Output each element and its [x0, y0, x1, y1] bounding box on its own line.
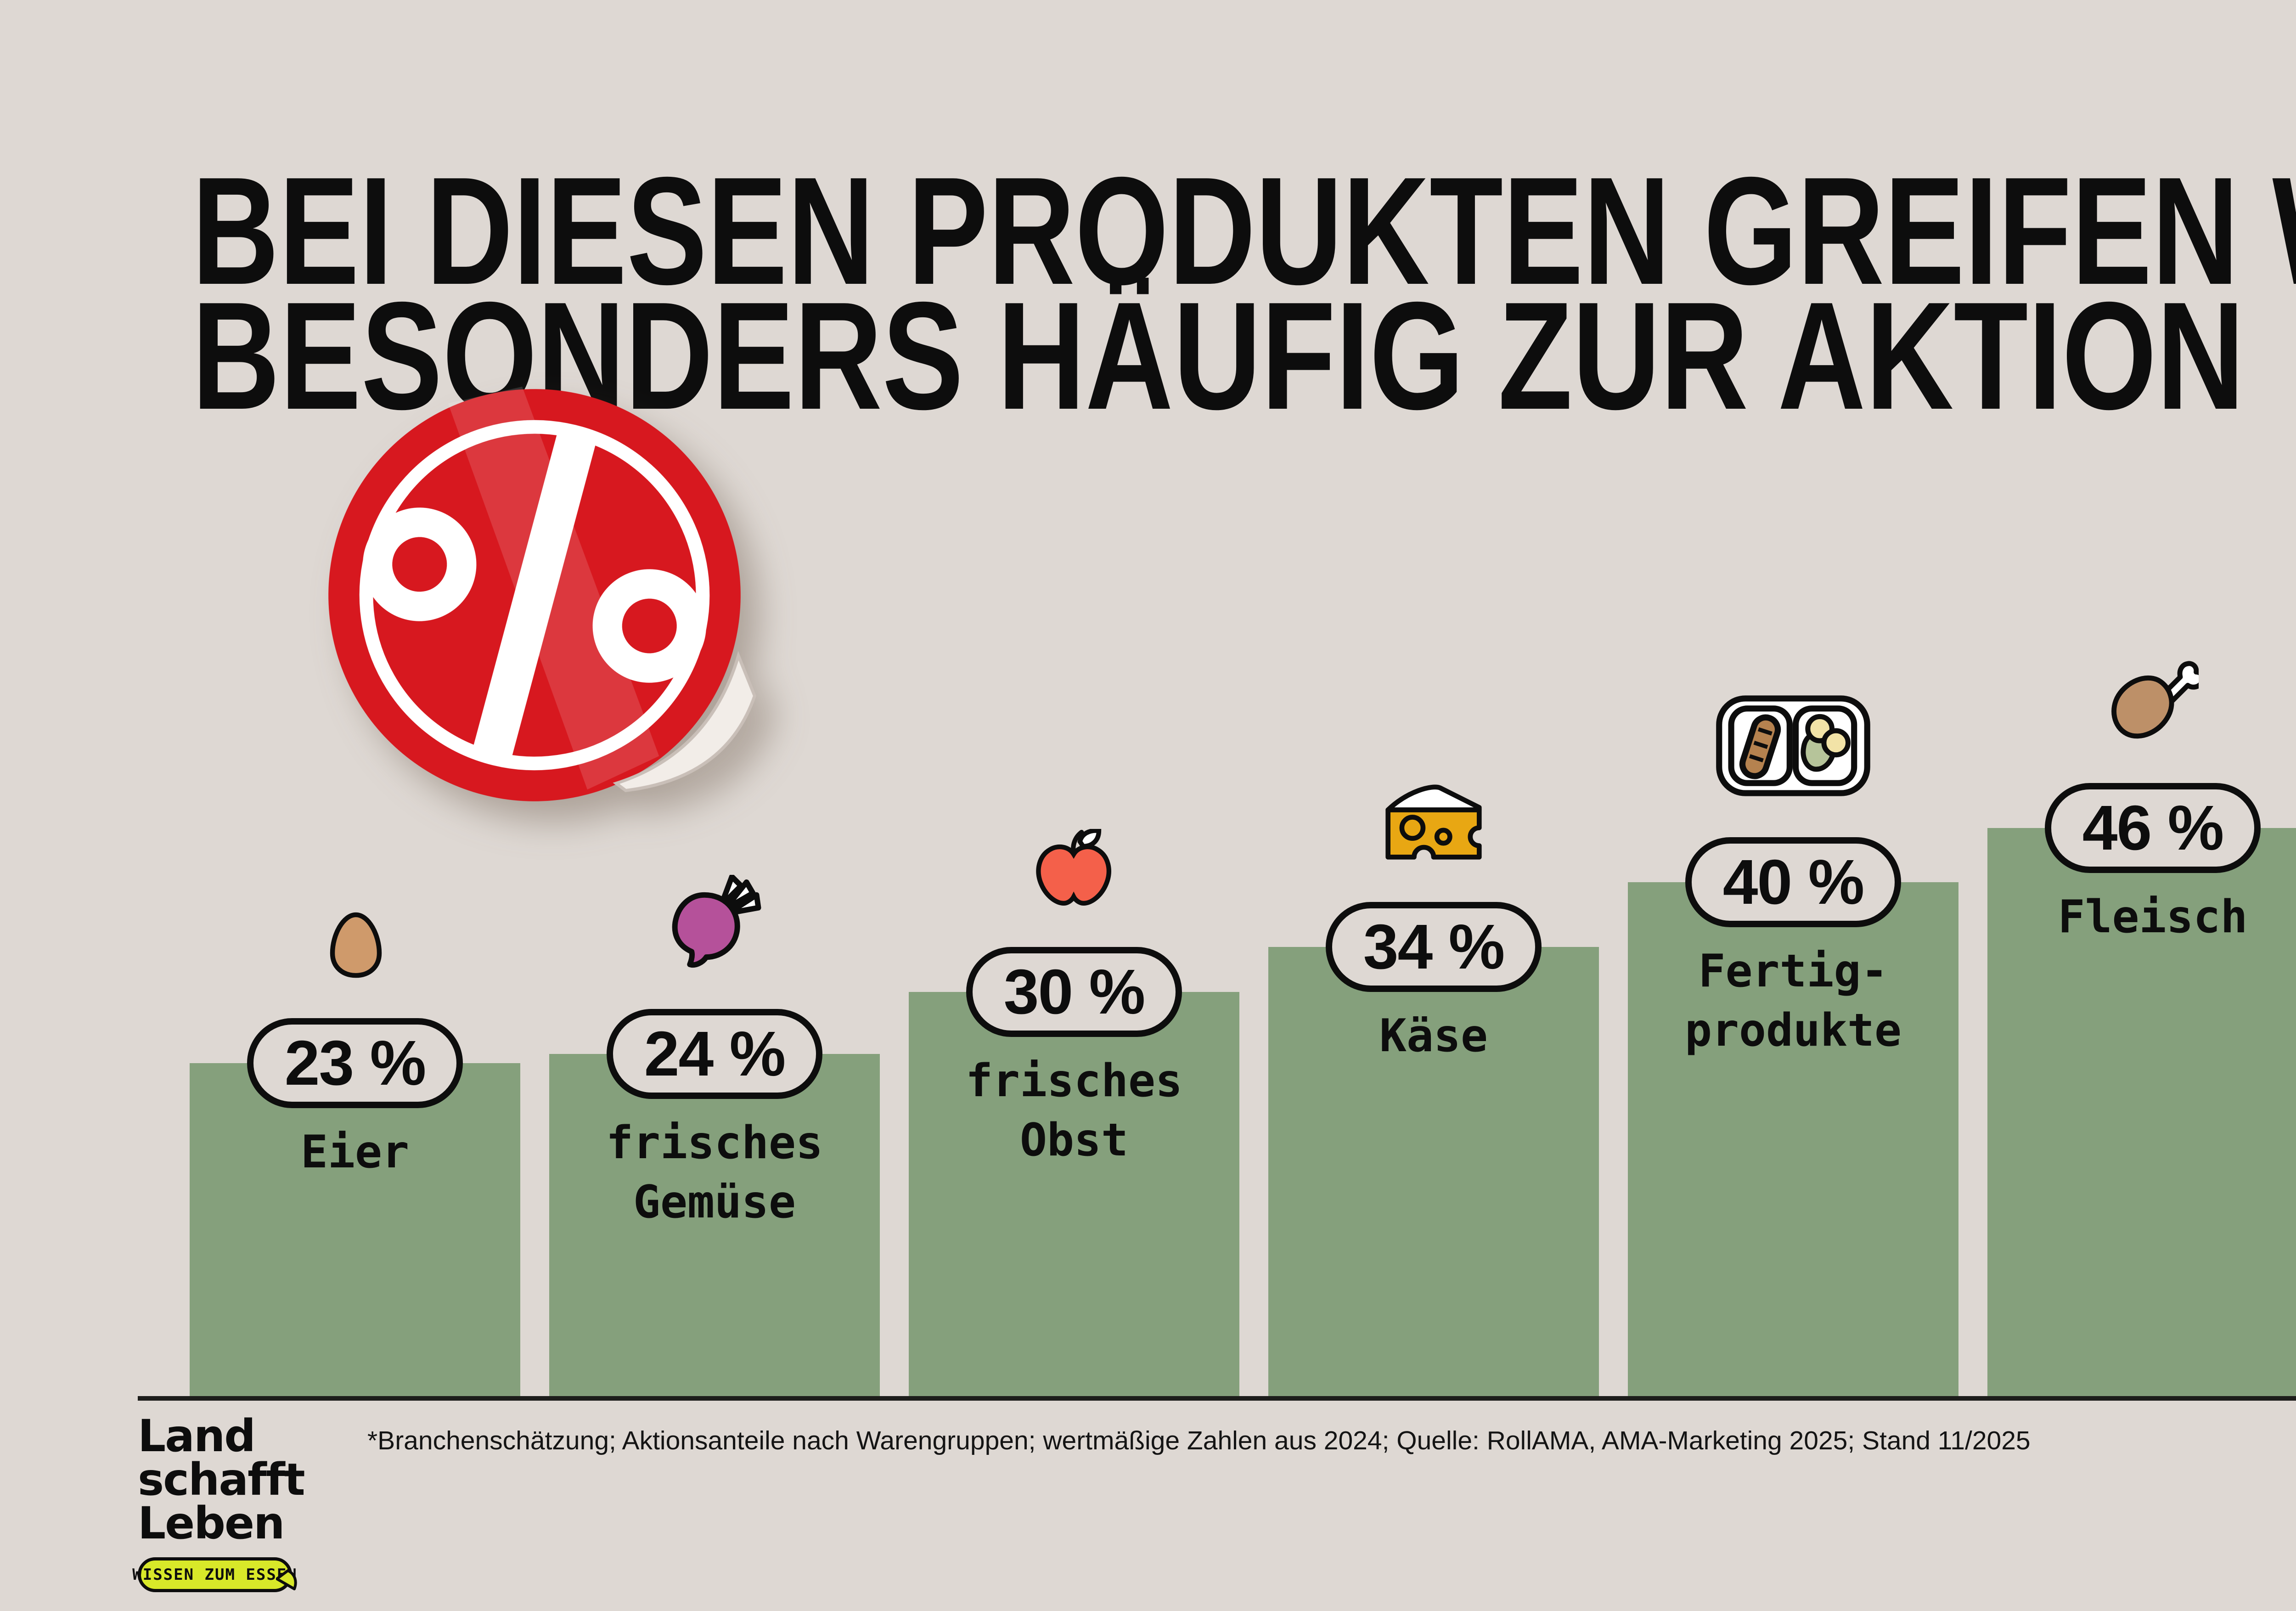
page-title: BEI DIESEN PRODUKTEN GREIFEN WIR BESONDE…: [192, 152, 2296, 441]
value-label: 46 %: [2082, 792, 2224, 863]
bar-fleisch: [1987, 828, 2296, 1396]
beet-icon: [672, 875, 761, 968]
ready-meal-icon: [1716, 695, 1870, 796]
value-pill-obst: 30 %: [966, 947, 1182, 1037]
cheese-icon: [1385, 784, 1482, 860]
value-pill-fleisch: 46 %: [2045, 783, 2261, 873]
value-pill-fertigprodukte: 40 %: [1685, 837, 1901, 927]
bar-label-kaese: Käse: [1379, 1010, 1488, 1062]
value-label: 34 %: [1363, 911, 1505, 982]
bar-label-fleisch: Fleisch: [2058, 891, 2248, 943]
bar-label-obst: frisches Obst: [965, 1055, 1182, 1167]
logo-line-3: Leben: [138, 1498, 285, 1549]
logo-line-1: Land: [138, 1410, 256, 1462]
axis-baseline: [138, 1396, 2296, 1401]
footnote: *Branchenschätzung; Aktionsanteile nach …: [367, 1426, 2031, 1455]
bar-gemuese: [549, 1054, 880, 1396]
logo: Land schafft Leben WISSEN ZUM ESSEN: [132, 1410, 305, 1593]
logo-tagline-bubble: WISSEN ZUM ESSEN: [132, 1557, 297, 1593]
bar-fertigprodukte: [1628, 882, 1958, 1396]
bar-label-gemuese: frisches Gemüse: [606, 1117, 823, 1229]
apple-icon: [1036, 829, 1111, 906]
speech-bubble-tail-icon: [276, 1569, 297, 1591]
value-label: 23 %: [284, 1027, 427, 1098]
value-label: 30 %: [1003, 956, 1146, 1027]
bar-label-fertigprodukte: Fertig- produkte: [1684, 945, 1902, 1057]
bar-kaese: [1268, 947, 1599, 1396]
value-pill-eier: 23 %: [247, 1018, 463, 1108]
value-label: 40 %: [1722, 846, 1865, 918]
page-title-line-1: BEI DIESEN PRODUKTEN GREIFEN WIR: [192, 152, 2296, 316]
value-label: 24 %: [644, 1018, 786, 1089]
value-pill-kaese: 34 %: [1326, 902, 1542, 992]
chicken-leg-icon: [2111, 661, 2199, 739]
egg-icon: [330, 912, 382, 978]
bar-eier: [190, 1063, 520, 1396]
bar-label-eier: Eier: [300, 1126, 409, 1178]
bar-obst: [909, 992, 1239, 1396]
percent-icon: [328, 386, 757, 801]
value-pill-gemuese: 24 %: [607, 1009, 822, 1099]
discount-sticker: [297, 358, 772, 833]
logo-line-2: schafft: [138, 1454, 305, 1506]
tagline-label: WISSEN ZUM ESSEN: [132, 1566, 298, 1584]
